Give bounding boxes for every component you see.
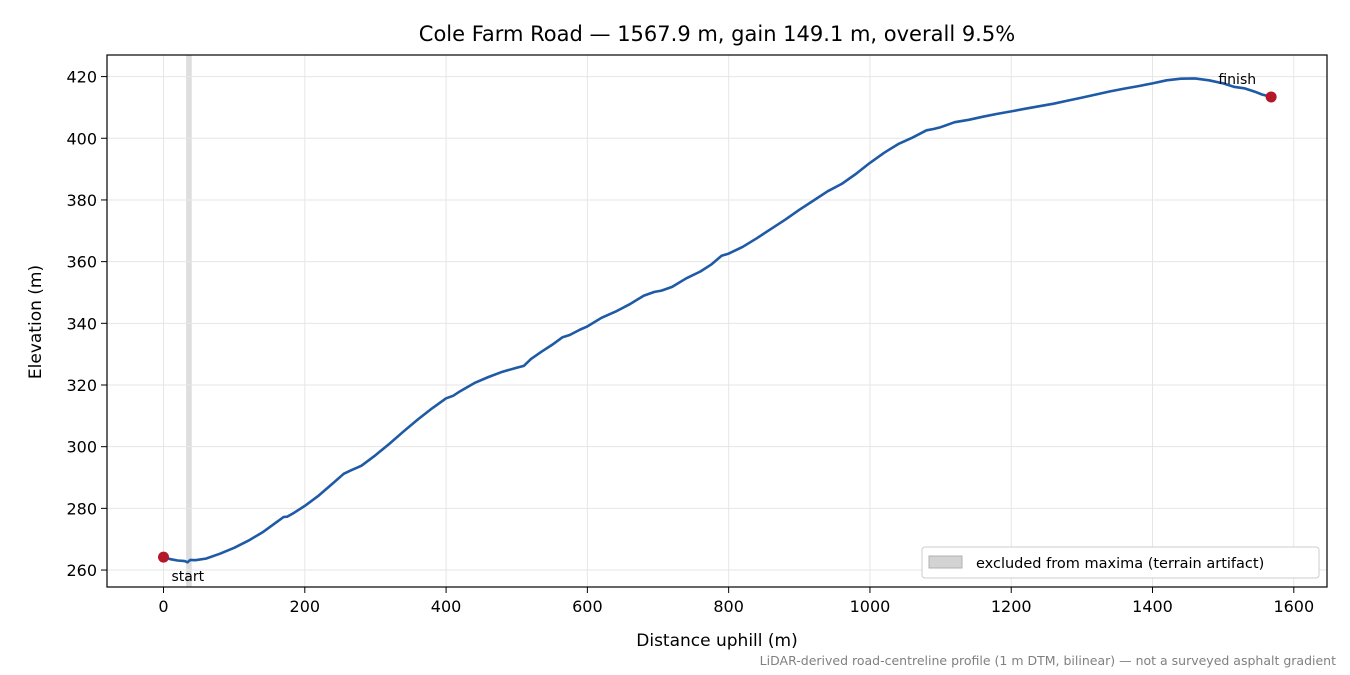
x-tick-label: 600 (572, 597, 603, 616)
y-tick-label: 360 (66, 253, 97, 272)
legend-label-excluded: excluded from maxima (terrain artifact) (976, 556, 1264, 572)
finish-annotation: finish (1218, 72, 1256, 88)
x-tick-label: 1200 (991, 597, 1032, 616)
x-tick-label: 0 (158, 597, 168, 616)
start-annotation: start (172, 569, 205, 585)
footnote: LiDAR-derived road-centreline profile (1… (760, 653, 1336, 668)
plot-frame (106, 54, 1328, 588)
excluded-region-band (186, 55, 192, 587)
y-tick-label: 420 (66, 68, 97, 87)
elevation-line (162, 77, 1273, 564)
y-axis-label: Elevation (m) (26, 265, 46, 379)
y-tick-label: 260 (66, 561, 97, 580)
legend-swatch-excluded (928, 555, 963, 569)
y-tick-label: 320 (66, 376, 97, 395)
x-tick-label: 400 (431, 597, 462, 616)
start-marker (158, 551, 170, 563)
x-tick-label: 1400 (1132, 597, 1173, 616)
x-axis-label: Distance uphill (m) (636, 631, 797, 651)
y-tick-label: 280 (66, 499, 97, 518)
y-tick-label: 300 (66, 438, 97, 457)
x-tick-label: 800 (713, 597, 744, 616)
x-tick-label: 200 (290, 597, 321, 616)
y-tick-label: 340 (66, 314, 97, 333)
legend-box (921, 546, 1320, 579)
x-tick-label: 1000 (850, 597, 891, 616)
y-tick-label: 380 (66, 191, 97, 210)
x-tick-label: 1600 (1273, 597, 1314, 616)
chart-title: Cole Farm Road — 1567.9 m, gain 149.1 m,… (419, 22, 1015, 46)
legend: excluded from maxima (terrain artifact) (921, 546, 1320, 579)
y-tick-label: 400 (66, 129, 97, 148)
finish-marker (1265, 91, 1277, 103)
